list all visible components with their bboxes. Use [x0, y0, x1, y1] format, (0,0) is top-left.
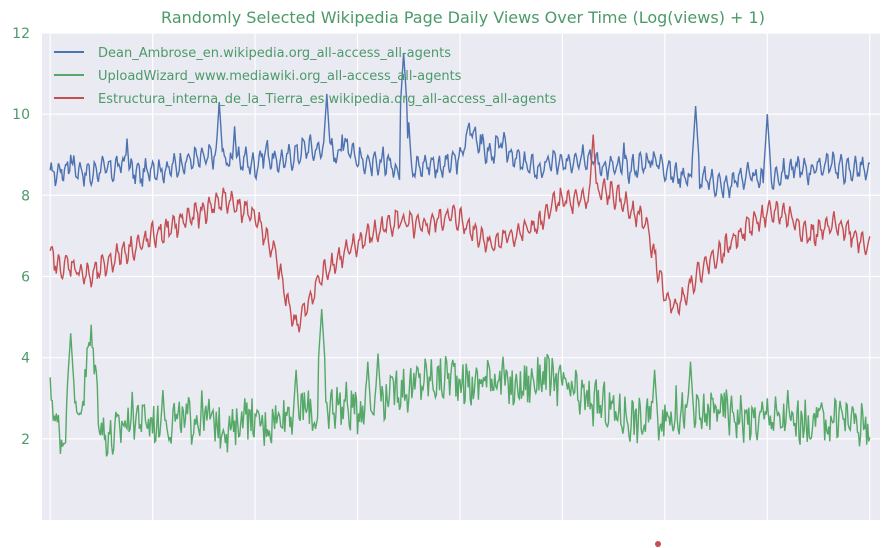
grid: [42, 32, 880, 520]
chart-title: Randomly Selected Wikipedia Page Daily V…: [161, 8, 765, 27]
y-tick-label: 6: [21, 270, 30, 286]
series-line-3: [49, 134, 871, 333]
legend: Dean_Ambrose_en.wikipedia.org_all-access…: [54, 46, 557, 107]
legend-entry-label: Dean_Ambrose_en.wikipedia.org_all-access…: [98, 46, 451, 61]
y-tick-label: 4: [21, 351, 30, 367]
y-tick-label: 12: [12, 26, 30, 42]
dot-marker-icon: [655, 541, 661, 547]
y-axis-ticks: 2 4 6 8 10 12: [12, 26, 30, 448]
series-line-1: [49, 53, 870, 199]
y-tick-label: 10: [12, 107, 30, 123]
legend-entry-label: Estructura_interna_de_la_Tierra_es.wikip…: [98, 92, 557, 107]
y-tick-label: 8: [21, 188, 30, 204]
series-lines: [49, 53, 871, 457]
y-tick-label: 2: [21, 432, 30, 448]
legend-entry-label: UploadWizard_www.mediawiki.org_all-acces…: [98, 69, 462, 84]
series-line-2: [49, 308, 871, 457]
